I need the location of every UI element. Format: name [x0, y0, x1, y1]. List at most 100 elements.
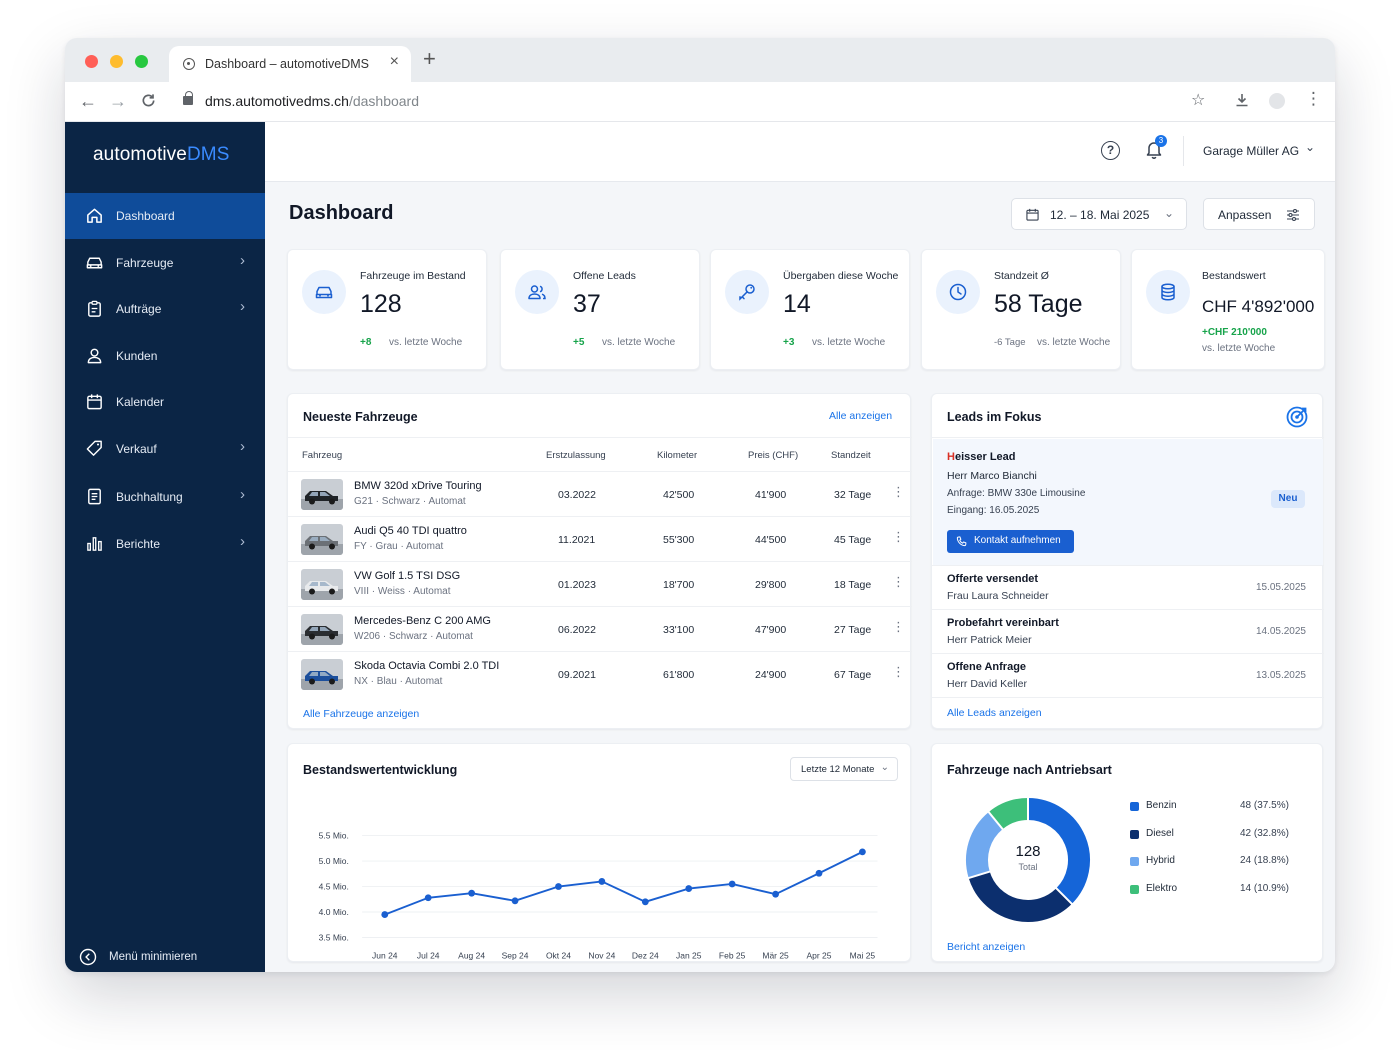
drive-type-chart-card: Fahrzeuge nach Antriebsart 128 Total Ben…	[931, 743, 1323, 962]
legend-label: Hybrid	[1146, 855, 1175, 866]
profile-avatar[interactable]	[1269, 93, 1285, 109]
app-logo[interactable]: automotiveDMS	[93, 144, 229, 166]
close-window-button[interactable]	[85, 55, 98, 68]
sidebar-item-verkauf[interactable]: Verkauf ›	[65, 426, 265, 472]
data-point[interactable]	[815, 869, 823, 877]
view-report-link[interactable]: Bericht anzeigen	[947, 941, 1026, 953]
data-point[interactable]	[424, 894, 432, 902]
sidebar-item-kalender[interactable]: Kalender	[65, 379, 265, 425]
sidebar-item-label: Berichte	[116, 537, 161, 551]
collapse-menu-label: Menü minimieren	[109, 951, 198, 963]
vehicle-name[interactable]: Mercedes-Benz C 200 AMG	[354, 615, 491, 627]
data-point[interactable]	[598, 878, 606, 885]
organization-switcher[interactable]: Garage Müller AG	[1203, 144, 1300, 158]
donut-slice-benzin[interactable]	[1027, 798, 1090, 904]
sidebar-item-label: Fahrzeuge	[116, 256, 174, 270]
legend-item: Diesel 42 (32.8%)	[1130, 827, 1300, 843]
table-row[interactable]: Mercedes-Benz C 200 AMG W206 · Schwarz · …	[288, 606, 912, 651]
table-row[interactable]: VW Golf 1.5 TSI DSG VIII · Weiss · Automa…	[288, 561, 912, 606]
minimize-window-button[interactable]	[110, 55, 123, 68]
donut-slice-hybrid[interactable]	[966, 812, 1004, 878]
data-point[interactable]	[728, 880, 736, 888]
sidebar-item-kunden[interactable]: Kunden	[65, 333, 265, 379]
lead-row[interactable]: Offene Anfrage Herr David Keller 13.05.2…	[932, 653, 1324, 697]
legend-swatch	[1130, 884, 1139, 894]
globe-icon	[183, 58, 195, 70]
new-tab-icon[interactable]: +	[423, 46, 436, 71]
x-tick-label: Nov 24	[588, 950, 615, 960]
more-options-icon[interactable]: ⋮	[892, 664, 905, 679]
vehicle-name[interactable]: VW Golf 1.5 TSI DSG	[354, 570, 461, 582]
contact-button[interactable]: Kontakt aufnehmen	[947, 530, 1074, 553]
data-point[interactable]	[511, 897, 519, 905]
sidebar-item-buchhaltung[interactable]: Buchhaltung ›	[65, 474, 265, 520]
data-point[interactable]	[641, 898, 649, 906]
period-select[interactable]: Letzte 12 Monate ⌄	[790, 757, 898, 781]
sidebar-item-berichte[interactable]: Berichte ›	[65, 521, 265, 567]
vehicle-details: NX · Blau · Automat	[354, 676, 443, 687]
help-icon[interactable]: ?	[1101, 141, 1120, 160]
users-icon	[528, 285, 546, 300]
url-field[interactable]: dms.automotivedms.ch/dashboard	[205, 93, 419, 109]
forward-icon[interactable]: →	[109, 91, 127, 111]
table-row[interactable]: Audi Q5 40 TDI quattro FY · Grau · Automa…	[288, 516, 912, 561]
newest-vehicles-card: Neueste Fahrzeuge Alle anzeigen Fahrzeug…	[287, 393, 912, 729]
lead-row[interactable]: Probefahrt vereinbart Herr Patrick Meier…	[932, 609, 1324, 653]
browser-menu-icon[interactable]: ⋮	[1305, 89, 1322, 108]
lead-row[interactable]: Offerte versendet Frau Laura Schneider 1…	[932, 565, 1324, 609]
drive-type-donut-chart	[966, 797, 1090, 922]
kpi-card-average-stock-time[interactable]: Standzeit Ø 58 Tage -6 Tage vs. letzte W…	[921, 249, 1121, 370]
kpi-card-stock-value[interactable]: Bestandswert CHF 4'892'000 +CHF 210'000 …	[1131, 249, 1325, 370]
data-point[interactable]	[555, 883, 562, 890]
all-vehicles-link[interactable]: Alle Fahrzeuge anzeigen	[303, 708, 420, 720]
column-header: Erstzulassung	[546, 450, 606, 461]
vehicle-thumbnail	[301, 524, 343, 555]
cell-km: 55'300	[663, 534, 695, 546]
donut-slice-diesel[interactable]	[968, 871, 1072, 922]
x-tick-label: Jul 24	[417, 950, 440, 960]
all-leads-link[interactable]: Alle Leads anzeigen	[947, 707, 1042, 719]
donut-slice-elektro[interactable]	[988, 798, 1029, 830]
url-path: /dashboard	[348, 93, 420, 109]
slice-separator	[1054, 886, 1074, 906]
data-point[interactable]	[772, 890, 779, 898]
date-range-picker[interactable]: 12. – 18. Mai 2025 ⌄	[1011, 198, 1187, 230]
hot-lead-request: Anfrage: BMW 330e Limousine	[947, 488, 1086, 499]
browser-tab[interactable]: Dashboard – automotiveDMS ×	[169, 46, 411, 82]
more-options-icon[interactable]: ⋮	[892, 484, 905, 499]
kpi-card-open-leads[interactable]: Offene Leads 37 +5 vs. letzte Woche	[500, 249, 700, 370]
kpi-card-handovers[interactable]: Übergaben diese Woche 14 +3 vs. letzte W…	[710, 249, 910, 370]
more-options-icon[interactable]: ⋮	[892, 574, 905, 589]
vehicle-name[interactable]: Audi Q5 40 TDI quattro	[354, 525, 467, 537]
chevron-down-icon[interactable]: ⌄	[1305, 140, 1316, 154]
more-options-icon[interactable]: ⋮	[892, 529, 905, 544]
data-point[interactable]	[468, 889, 476, 897]
data-point[interactable]	[685, 885, 693, 892]
vehicle-name[interactable]: Skoda Octavia Combi 2.0 TDI	[354, 660, 500, 672]
show-all-vehicles-link[interactable]: Alle anzeigen	[829, 410, 893, 422]
y-tick-label: 4.0 Mio.	[319, 907, 349, 917]
target-icon[interactable]	[1285, 405, 1309, 429]
bookmark-star-icon[interactable]: ☆	[1191, 92, 1206, 109]
customize-button[interactable]: Anpassen	[1203, 198, 1315, 230]
more-options-icon[interactable]: ⋮	[892, 619, 905, 634]
kpi-card-vehicles-in-stock[interactable]: Fahrzeuge im Bestand 128 +8 vs. letzte W…	[287, 249, 487, 370]
hot-lead-panel[interactable]: Heisser Lead Herr Marco Bianchi Anfrage:…	[933, 439, 1323, 565]
sidebar-item-auftraege[interactable]: Aufträge ›	[65, 286, 265, 332]
table-row[interactable]: BMW 320d xDrive Touring G21 · Schwarz · A…	[288, 471, 912, 516]
tab-close-icon[interactable]: ×	[389, 53, 399, 70]
back-icon[interactable]: ←	[79, 91, 97, 111]
maximize-window-button[interactable]	[135, 55, 148, 68]
sidebar-item-dashboard[interactable]: Dashboard	[65, 193, 265, 239]
kpi-delta: +8	[360, 337, 372, 348]
vehicle-name[interactable]: BMW 320d xDrive Touring	[354, 480, 482, 492]
data-point[interactable]	[381, 911, 389, 918]
sidebar-item-fahrzeuge[interactable]: Fahrzeuge ›	[65, 240, 265, 286]
kpi-icon-badge	[515, 270, 559, 314]
legend-swatch	[1130, 857, 1139, 866]
data-point[interactable]	[859, 848, 866, 856]
reload-icon[interactable]	[141, 93, 156, 108]
x-tick-label: Mai 25	[850, 950, 876, 960]
download-icon[interactable]	[1234, 92, 1250, 108]
table-row[interactable]: Skoda Octavia Combi 2.0 TDI NX · Blau · A…	[288, 651, 912, 696]
